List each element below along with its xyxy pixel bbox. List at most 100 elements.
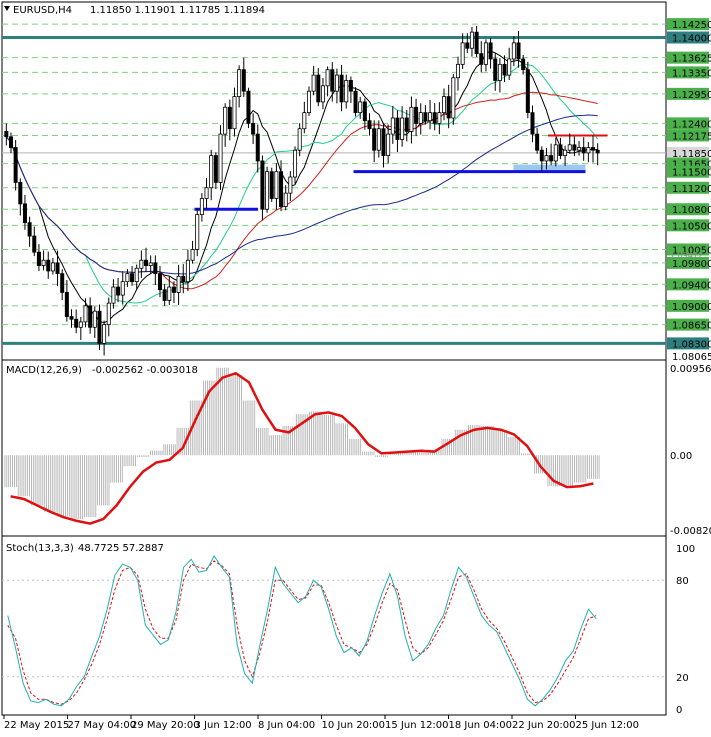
- candle: [376, 120, 381, 158]
- candle: [13, 140, 18, 191]
- candle: [577, 140, 582, 156]
- candle-body: [577, 147, 582, 151]
- candle: [288, 171, 293, 202]
- candle-body: [353, 90, 358, 114]
- candle-body: [260, 160, 265, 210]
- candle: [334, 68, 339, 104]
- candle: [400, 106, 405, 147]
- candle-body: [507, 58, 512, 76]
- candle-body: [516, 42, 521, 60]
- candle-body: [409, 106, 414, 132]
- candle-body: [241, 69, 246, 92]
- candle-body: [488, 42, 493, 60]
- candle: [195, 208, 200, 257]
- stoch-panel-frame: [1, 535, 667, 716]
- candle-body: [404, 117, 409, 132]
- stoch-main-line: [7, 555, 597, 707]
- price-axis-label: 1.10500: [672, 221, 711, 232]
- macd-title: MACD(12,26,9): [6, 365, 82, 376]
- candle: [92, 306, 97, 338]
- candle: [27, 216, 32, 247]
- time-axis-label: 10 Jun 20:00: [322, 720, 386, 731]
- candle-body: [279, 171, 284, 207]
- price-label-bg: [667, 256, 709, 269]
- candle: [586, 142, 591, 163]
- candle: [148, 255, 153, 274]
- candle: [474, 25, 479, 58]
- price-axis-label: 1.10050: [672, 245, 711, 256]
- candle: [204, 177, 209, 209]
- faint-axis-text: 1.09472: [670, 251, 703, 260]
- price-axis-label: 1.11500: [672, 168, 711, 179]
- candle-body: [102, 324, 107, 344]
- candle: [265, 166, 270, 213]
- candle: [283, 185, 288, 211]
- candle-body: [190, 249, 195, 261]
- candle: [69, 309, 74, 328]
- price-label-bg: [667, 337, 709, 350]
- candle-body: [423, 112, 428, 122]
- price-label-bg: [667, 219, 709, 232]
- candle: [521, 54, 526, 75]
- candle: [348, 76, 353, 103]
- candle-body: [553, 144, 558, 162]
- candle-body: [563, 149, 568, 156]
- candle: [41, 250, 46, 271]
- candle-body: [167, 286, 172, 301]
- candle-body: [237, 69, 242, 97]
- price-axis-label: 1.12950: [672, 90, 711, 101]
- candle: [18, 178, 23, 216]
- candle-body: [185, 259, 190, 283]
- price-axis-label: 1.13625: [672, 54, 711, 65]
- candle: [74, 309, 79, 334]
- candle-body: [78, 321, 83, 328]
- price-axis-label: 1.12400: [672, 119, 711, 130]
- candle-body: [437, 112, 442, 124]
- candle: [553, 137, 558, 167]
- candle-body: [344, 80, 349, 103]
- candle: [293, 146, 298, 184]
- stoch-axis-label: 0: [676, 705, 682, 716]
- stoch-axis-label: 80: [676, 576, 689, 587]
- candle-body: [162, 289, 167, 301]
- candle-body: [455, 63, 460, 79]
- candle-body: [88, 305, 93, 328]
- candle-body: [320, 85, 325, 103]
- candle: [469, 26, 474, 57]
- candle: [530, 105, 535, 143]
- price-label-bg: [667, 299, 709, 312]
- candle-body: [74, 318, 79, 328]
- candle-body: [483, 42, 488, 65]
- candle-body: [297, 128, 302, 151]
- price-label-bg: [667, 318, 709, 331]
- candle-body: [400, 117, 405, 140]
- candle: [330, 62, 335, 102]
- moving-average-lines: [5, 50, 599, 324]
- candle-body: [283, 192, 288, 207]
- candle-body: [199, 198, 204, 215]
- candle-body: [293, 149, 298, 178]
- candle: [446, 84, 451, 129]
- candle: [395, 110, 400, 153]
- candle-body: [479, 53, 484, 65]
- candle-body: [572, 144, 577, 151]
- candle: [358, 96, 363, 119]
- support-zone-shade: [513, 164, 586, 172]
- candle: [525, 61, 530, 119]
- macd-axis-label: -0.008201: [670, 526, 711, 537]
- candle: [372, 120, 377, 163]
- candle: [116, 278, 121, 303]
- candle: [153, 255, 158, 285]
- price-label-bg: [667, 278, 709, 291]
- stochastic-indicator: 100 80 20 0: [2, 544, 695, 716]
- candle-body: [493, 58, 498, 81]
- candle: [176, 264, 181, 305]
- candle: [78, 317, 83, 341]
- chart-collapse-icon[interactable]: [4, 6, 10, 11]
- stoch-axis-label: 20: [676, 673, 689, 684]
- candle-body: [92, 310, 97, 328]
- candle: [316, 67, 321, 107]
- candle-body: [367, 120, 372, 130]
- candle-body: [50, 262, 55, 272]
- candle-body: [302, 112, 307, 130]
